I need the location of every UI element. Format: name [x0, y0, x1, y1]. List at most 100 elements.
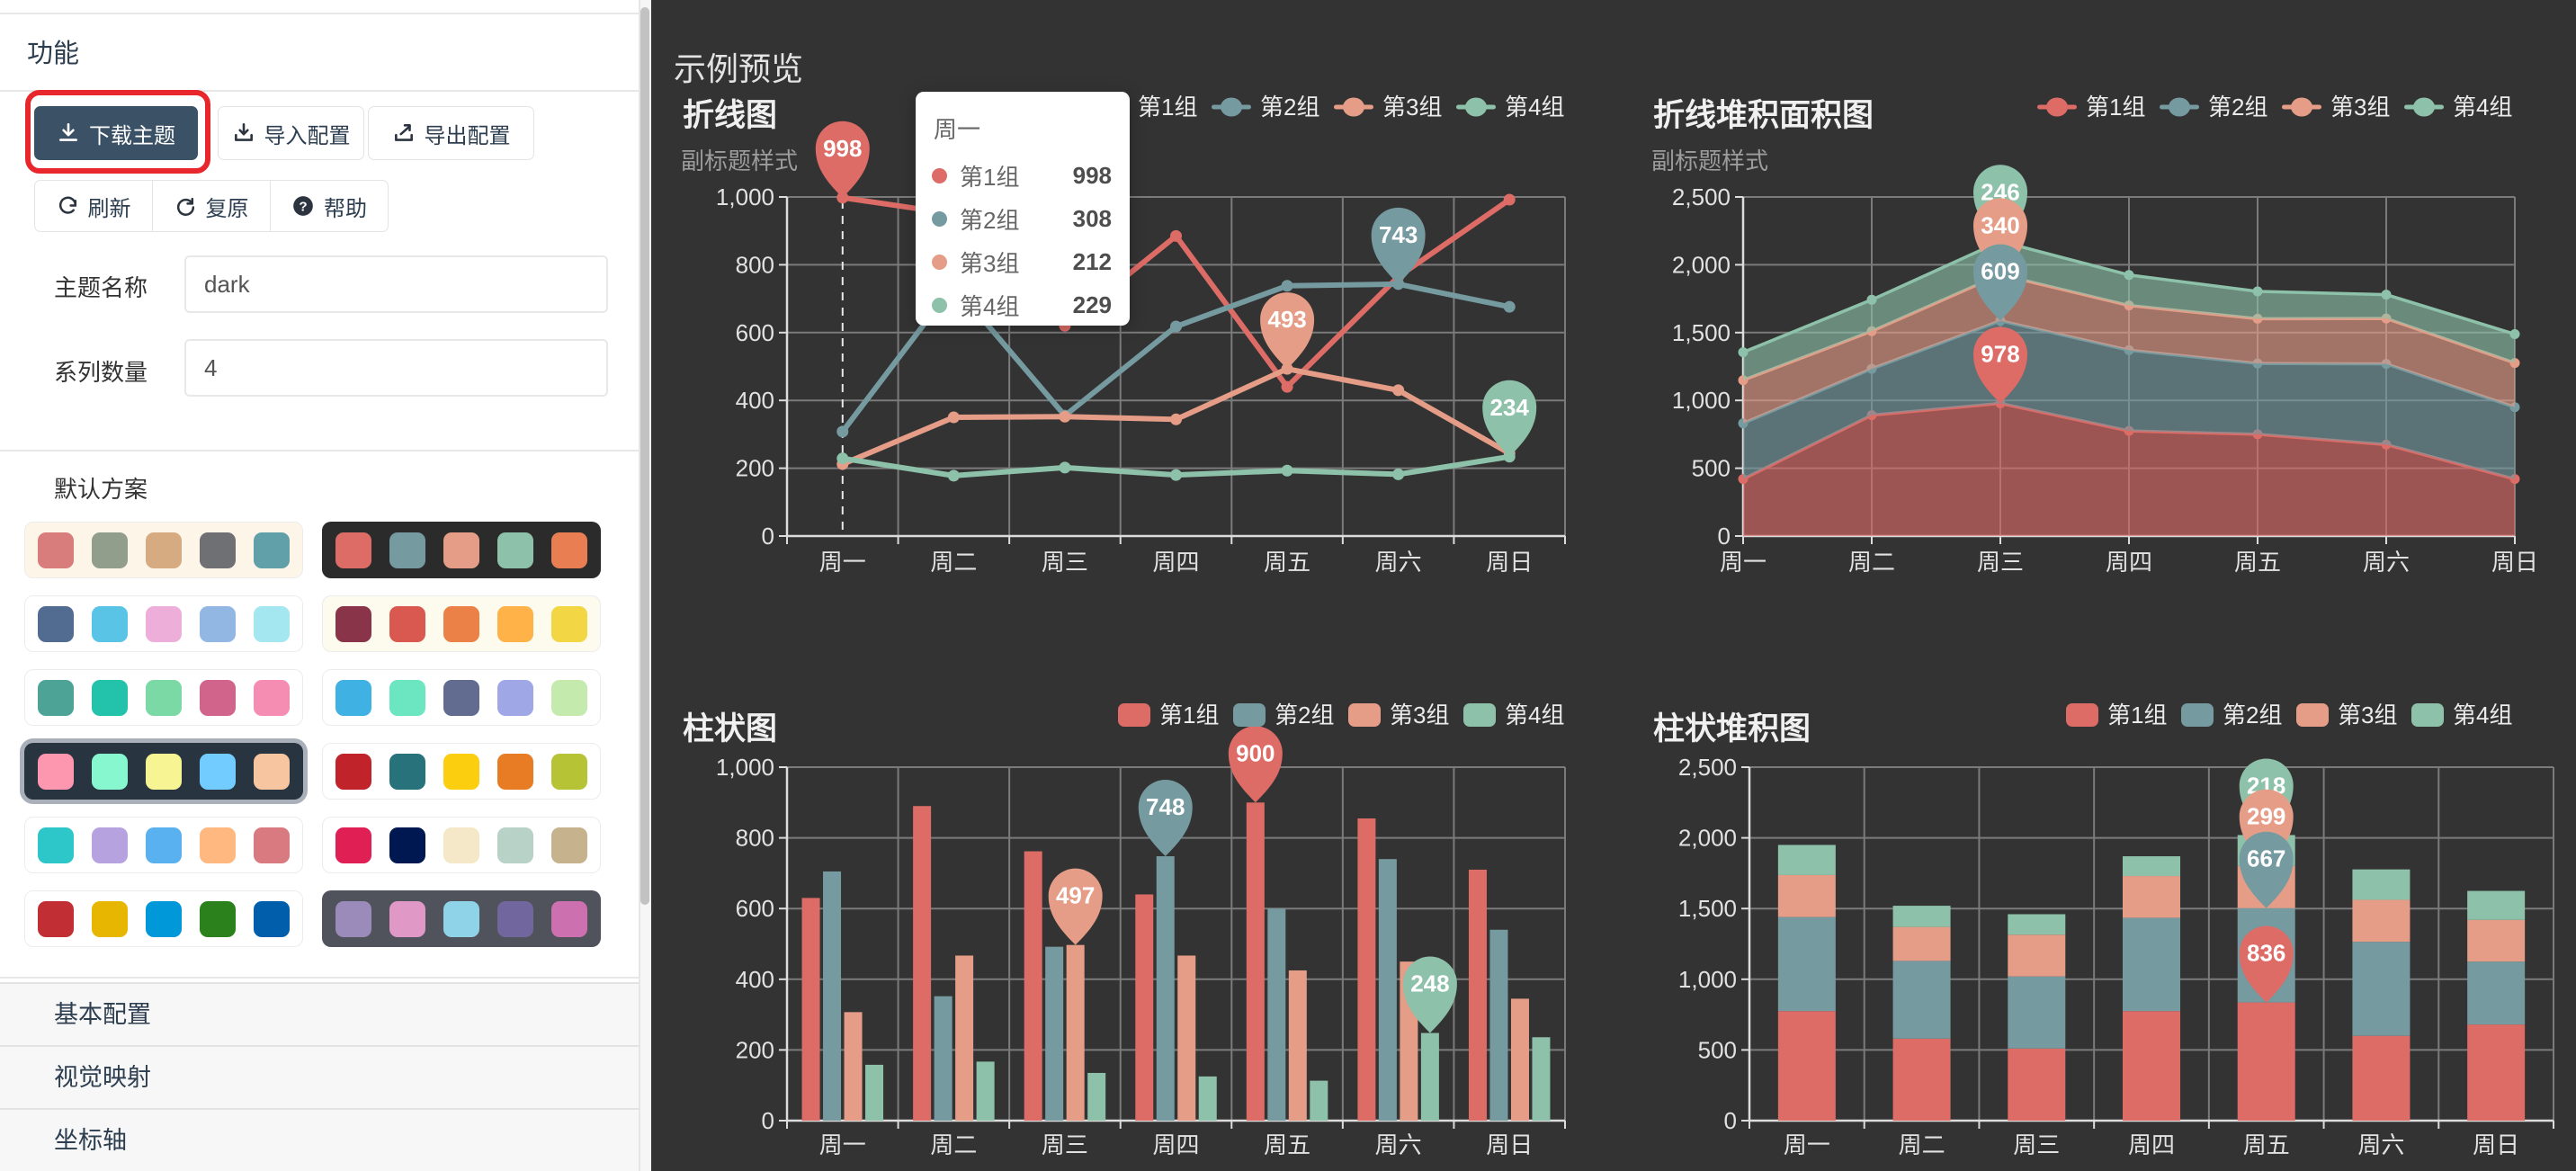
y-axis-label: 800	[736, 251, 774, 278]
x-axis-label: 周日	[1486, 1131, 1533, 1158]
color-swatch	[146, 900, 182, 937]
palette-macarons[interactable]	[24, 817, 303, 873]
palette-vintage[interactable]	[24, 522, 303, 578]
legend-item[interactable]: 第2组	[2181, 702, 2282, 729]
color-swatch	[38, 605, 74, 642]
svg-text:248: 248	[1410, 970, 1449, 997]
download-theme-button[interactable]: 下载主题	[34, 106, 198, 160]
palette-walden[interactable]	[322, 669, 601, 726]
palette-infographic[interactable]	[322, 743, 601, 800]
undo-icon	[176, 197, 194, 216]
series-dot-icon	[932, 167, 947, 183]
legend-item[interactable]: 第2组	[2160, 94, 2267, 121]
mark-point-pin: 978	[1973, 326, 2027, 404]
bar	[1024, 851, 1042, 1121]
tooltip-row: 第3组 212	[932, 240, 1112, 283]
legend-item[interactable]: 第3组	[1334, 94, 1442, 121]
palette-roma[interactable]	[322, 817, 601, 873]
import-config-button[interactable]: 导入配置	[218, 106, 364, 160]
y-axis-label: 2,500	[1672, 183, 1731, 210]
legend-item[interactable]: 第4组	[2404, 94, 2512, 121]
tooltip-series-value: 229	[1072, 291, 1112, 318]
legend-item[interactable]: 第1组	[2066, 702, 2167, 729]
color-swatch	[551, 679, 587, 716]
color-swatch	[335, 532, 371, 568]
reset-button[interactable]: 复原	[152, 180, 271, 232]
chart-title: 折线堆积面积图	[1653, 98, 1874, 133]
svg-text:第4组: 第4组	[1505, 94, 1564, 121]
theme-name-input[interactable]	[184, 255, 608, 313]
mark-point-pin: 609	[1973, 244, 2027, 321]
x-axis-label: 周四	[1152, 1131, 1199, 1158]
svg-text:第3组: 第3组	[1382, 94, 1442, 121]
color-swatch	[443, 753, 479, 790]
palette-wonderland[interactable]	[24, 669, 303, 726]
svg-text:第2组: 第2组	[2208, 94, 2267, 121]
stacked-bar-segment	[1777, 916, 1836, 1012]
palette-shine[interactable]	[24, 890, 303, 947]
bar	[1468, 869, 1487, 1121]
color-swatch	[38, 753, 74, 790]
sidebar-scrollbar-thumb[interactable]	[640, 7, 649, 905]
x-axis-label: 周四	[1152, 549, 1199, 576]
color-swatch	[389, 900, 425, 937]
palette-essos[interactable]	[322, 595, 601, 652]
bar	[1267, 908, 1286, 1121]
x-axis-label: 周三	[1042, 1131, 1088, 1158]
stacked-bar-segment	[1892, 906, 1951, 927]
tooltip-row: 第4组 229	[932, 283, 1112, 326]
tooltip-series-value: 998	[1072, 161, 1112, 189]
accordion-visual-map[interactable]: 视觉映射	[0, 1045, 639, 1108]
legend-item[interactable]: 第1组	[1118, 702, 1219, 729]
color-swatch	[389, 753, 425, 790]
svg-text:第1组: 第1组	[2107, 702, 2167, 729]
color-swatch	[335, 679, 371, 716]
palette-grid	[24, 522, 604, 947]
tooltip-row: 第1组 998	[932, 154, 1112, 197]
accordion-basic-config[interactable]: 基本配置	[0, 982, 639, 1045]
y-axis-label: 2,000	[1672, 251, 1731, 278]
color-swatch	[200, 827, 236, 863]
legend-item[interactable]: 第1组	[2037, 94, 2145, 121]
legend-item[interactable]: 第4组	[1463, 702, 1564, 729]
mark-point-pin: 667	[2239, 831, 2294, 908]
stacked-bar-segment	[1892, 1038, 1951, 1121]
y-axis-label: 1,000	[1678, 966, 1737, 993]
x-axis-label: 周三	[1977, 549, 2024, 576]
color-swatch	[254, 753, 290, 790]
legend-item[interactable]: 第2组	[1212, 94, 1319, 121]
export-config-button[interactable]: 导出配置	[368, 106, 534, 160]
palette-westeros[interactable]	[24, 595, 303, 652]
palette-dark[interactable]	[322, 522, 601, 578]
color-swatch	[92, 679, 128, 716]
x-axis-label: 周二	[1848, 549, 1895, 576]
legend-item[interactable]: 第4组	[1456, 94, 1564, 121]
color-swatch	[443, 679, 479, 716]
series-dot-icon	[932, 254, 947, 270]
legend-item[interactable]: 第2组	[1233, 702, 1334, 729]
y-axis-label: 1,500	[1678, 895, 1737, 922]
bar	[1288, 970, 1307, 1121]
legend-item[interactable]: 第4组	[2411, 702, 2512, 729]
stacked-bar-segment	[1892, 926, 1951, 961]
palette-chalk[interactable]	[24, 743, 303, 800]
legend-item[interactable]: 第3组	[2296, 702, 2397, 729]
palette-purple-passion[interactable]	[322, 890, 601, 947]
refresh-icon	[58, 196, 76, 214]
accordion-axes[interactable]: 坐标轴	[0, 1108, 639, 1171]
refresh-button[interactable]: 刷新	[34, 180, 153, 232]
color-swatch	[254, 679, 290, 716]
series-count-input[interactable]	[184, 339, 608, 397]
x-axis-label: 周一	[819, 549, 866, 576]
svg-text:第2组: 第2组	[1275, 702, 1334, 729]
stacked-bar-segment	[2123, 917, 2180, 1012]
help-button[interactable]: ? 帮助	[270, 180, 389, 232]
svg-text:第2组: 第2组	[1260, 94, 1319, 121]
svg-text:497: 497	[1056, 882, 1095, 909]
legend-item[interactable]: 第3组	[2282, 94, 2390, 121]
mark-point-pin: 493	[1260, 292, 1315, 370]
x-axis-label: 周二	[1899, 1131, 1945, 1158]
legend-item[interactable]: 第3组	[1348, 702, 1449, 729]
